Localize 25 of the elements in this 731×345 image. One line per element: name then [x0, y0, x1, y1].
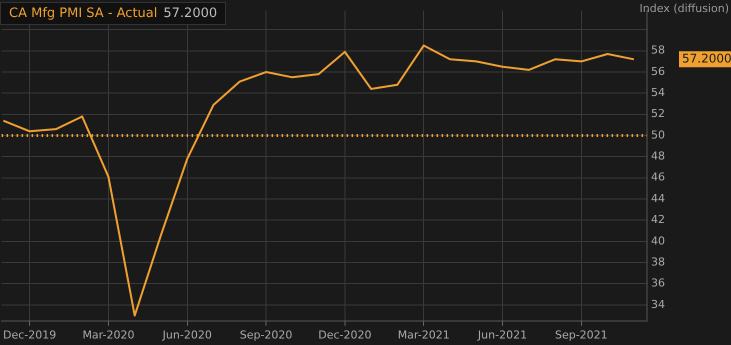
text: 57.2000 — [682, 51, 731, 66]
y-tick-label: 58 — [651, 44, 666, 57]
x-tick-label: Mar-2021 — [398, 328, 450, 342]
chart-subtitle: 57.2000 — [163, 6, 218, 21]
x-tick-label: Dec-2019 — [3, 328, 56, 342]
y-tick-label: 42 — [651, 213, 666, 226]
y-axis-title: Index (diffusion) — [640, 2, 729, 15]
x-tick-label: Mar-2020 — [82, 328, 134, 342]
y-tick-label: 48 — [651, 150, 666, 163]
x-tick-label: Sep-2020 — [240, 328, 292, 342]
y-tick-label: 38 — [651, 255, 666, 268]
y-tick-label: 50 — [651, 128, 666, 142]
x-tick-label: Sep-2021 — [554, 328, 608, 342]
y-tick-label: 40 — [651, 234, 666, 248]
y-tick-label: 56 — [651, 64, 666, 78]
chart-title: CA Mfg PMI SA - Actual — [9, 6, 158, 21]
x-tick-label: Dec-2020 — [318, 328, 372, 342]
y-tick-label: 54 — [651, 86, 666, 100]
x-tick-label: Jun-2021 — [476, 328, 528, 342]
y-tick-label: 46 — [651, 170, 666, 184]
y-tick-label: 34 — [651, 298, 666, 311]
y-tick-label: 36 — [651, 276, 666, 290]
x-tick-label: Jun-2020 — [162, 328, 212, 342]
y-tick-label: 52 — [651, 107, 666, 120]
y-tick-label: 44 — [651, 192, 666, 205]
